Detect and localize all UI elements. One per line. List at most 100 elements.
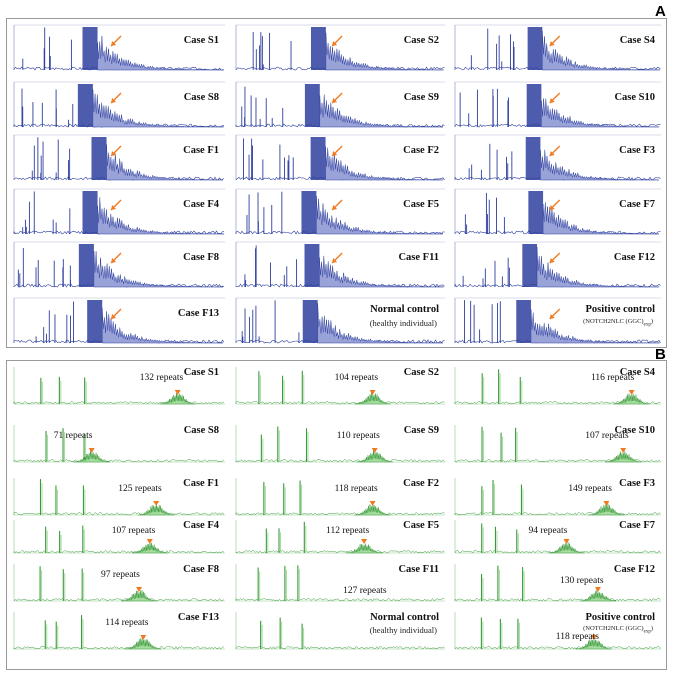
case-label: Case F11: [398, 252, 439, 263]
repeat-count: 118 repeats: [334, 484, 378, 494]
chromatogram-b-0: Case S1 132 repeats: [10, 365, 225, 409]
chromatogram-b-7: Case F2 118 repeats: [232, 476, 445, 520]
case-label: Case F13: [177, 308, 219, 319]
chromatogram-b-3: Case S8 71 repeats: [10, 423, 225, 467]
repeat-count: 97 repeats: [101, 570, 140, 580]
chromatogram-a-plot: [454, 24, 661, 71]
chromatogram-a-plot: [454, 81, 661, 128]
case-label: Case F4: [183, 199, 219, 210]
repeat-count: 149 repeats: [568, 484, 612, 494]
chromatogram-b-5: Case S10 107 repeats: [451, 423, 661, 467]
case-label: Case F7: [619, 520, 655, 531]
case-label: Case F2: [403, 478, 439, 489]
chromatogram-a-plot: [235, 297, 445, 344]
chromatogram-b-15: Case F13 114 repeats: [10, 610, 225, 654]
chromatogram-a-plot: [13, 241, 225, 288]
chromatogram-a-16: Normal control (healthy individual): [232, 296, 445, 346]
repeat-count: 112 repeats: [326, 526, 370, 536]
chromatogram-a-5: Case S10: [451, 80, 661, 130]
case-label: Case S8: [183, 425, 219, 436]
panel-a-frame: [6, 18, 667, 348]
chromatogram-a-4: Case S9: [232, 80, 445, 130]
chromatogram-a-plot: [235, 241, 445, 288]
case-label: Case S4: [619, 367, 655, 378]
case-label: Case S1: [183, 367, 219, 378]
case-label: Case S9: [403, 92, 439, 103]
chromatogram-a-1: Case S2: [232, 23, 445, 73]
repeat-count: 125 repeats: [118, 484, 162, 494]
case-label: Case F8: [183, 252, 219, 263]
chromatogram-a-plot: [235, 134, 445, 181]
repeat-count: 110 repeats: [336, 431, 380, 441]
case-label: Case F13: [177, 612, 219, 623]
chromatogram-a-12: Case F8: [10, 240, 225, 290]
case-label: Case S10: [614, 425, 655, 436]
chromatogram-a-plot: [454, 297, 661, 344]
case-label: Case F5: [403, 199, 439, 210]
chromatogram-a-plot: [13, 24, 225, 71]
chromatogram-a-plot: [454, 134, 661, 181]
chromatogram-b-2: Case S4 116 repeats: [451, 365, 661, 409]
chromatogram-a-plot: [235, 81, 445, 128]
repeat-count: 114 repeats: [105, 618, 149, 628]
chromatogram-a-10: Case F5: [232, 187, 445, 237]
case-label: Case F1: [183, 145, 219, 156]
case-label: Case S2: [403, 367, 439, 378]
chromatogram-a-13: Case F11: [232, 240, 445, 290]
chromatogram-a-plot: [454, 188, 661, 235]
chromatogram-b-11: Case F7 94 repeats: [451, 518, 661, 558]
chromatogram-a-11: Case F7: [451, 187, 661, 237]
chromatogram-a-plot: [13, 134, 225, 181]
case-label: Case S9: [403, 425, 439, 436]
chromatogram-a-plot: [13, 188, 225, 235]
case-label: Normal control: [370, 612, 439, 623]
case-label: Case F11: [398, 564, 439, 575]
chromatogram-b-8: Case F3 149 repeats: [451, 476, 661, 520]
panel-b-frame: [6, 360, 667, 670]
chromatogram-b-4: Case S9 110 repeats: [232, 423, 445, 467]
repeat-count: 71 repeats: [53, 431, 93, 441]
chromatogram-a-6: Case F1: [10, 133, 225, 183]
case-label: Case F4: [183, 520, 219, 531]
case-sublabel: (healthy individual): [369, 318, 437, 328]
repeat-count: 94 repeats: [528, 526, 568, 536]
case-label: Case S8: [183, 92, 219, 103]
chromatogram-a-17: Positive control (NOTCH2NLC (GGC)exp): [451, 296, 661, 346]
chromatogram-b-6: Case F1 125 repeats: [10, 476, 225, 520]
chromatogram-a-3: Case S8: [10, 80, 225, 130]
chromatogram-b-12: Case F8 97 repeats: [10, 562, 225, 606]
chromatogram-a-plot: [454, 241, 661, 288]
repeat-count: 130 repeats: [560, 576, 604, 586]
chromatogram-a-7: Case F2: [232, 133, 445, 183]
case-label: Case S10: [614, 92, 655, 103]
case-label: Positive control: [585, 304, 655, 315]
case-label: Case F3: [619, 145, 655, 156]
case-label: Case F12: [613, 252, 655, 263]
chromatogram-a-plot: [13, 81, 225, 128]
chromatogram-b-9: Case F4 107 repeats: [10, 518, 225, 558]
chromatogram-a-15: Case F13: [10, 296, 225, 346]
chromatogram-b-13: Case F11 127 repeats: [232, 562, 445, 606]
case-label: Case F5: [403, 520, 439, 531]
repeat-count: 118 repeats: [555, 632, 599, 642]
chromatogram-a-14: Case F12: [451, 240, 661, 290]
chromatogram-a-9: Case F4: [10, 187, 225, 237]
repeat-count: 116 repeats: [591, 373, 635, 383]
chromatogram-a-0: Case S1: [10, 23, 225, 73]
case-sublabel: (NOTCH2NLC (GGC)exp): [583, 625, 653, 635]
chromatogram-b-14: Case F12 130 repeats: [451, 562, 661, 606]
case-label: Case F7: [619, 199, 655, 210]
case-label: Case F12: [613, 564, 655, 575]
panel-b-letter: B: [655, 346, 666, 363]
chromatogram-b-17: Positive control (NOTCH2NLC (GGC)exp) 118 …: [451, 610, 661, 654]
chromatogram-b-1: Case S2 104 repeats: [232, 365, 445, 409]
chromatogram-b-16: Normal control (healthy individual): [232, 610, 445, 654]
repeat-count: 127 repeats: [343, 586, 387, 596]
chromatogram-a-plot: [235, 188, 445, 235]
repeat-count: 107 repeats: [111, 526, 156, 536]
chromatogram-a-plot: [13, 297, 225, 344]
case-label: Case S1: [183, 35, 219, 46]
chromatogram-a-plot: [235, 24, 445, 71]
case-label: Case F2: [403, 145, 439, 156]
case-label: Case F8: [183, 564, 219, 575]
